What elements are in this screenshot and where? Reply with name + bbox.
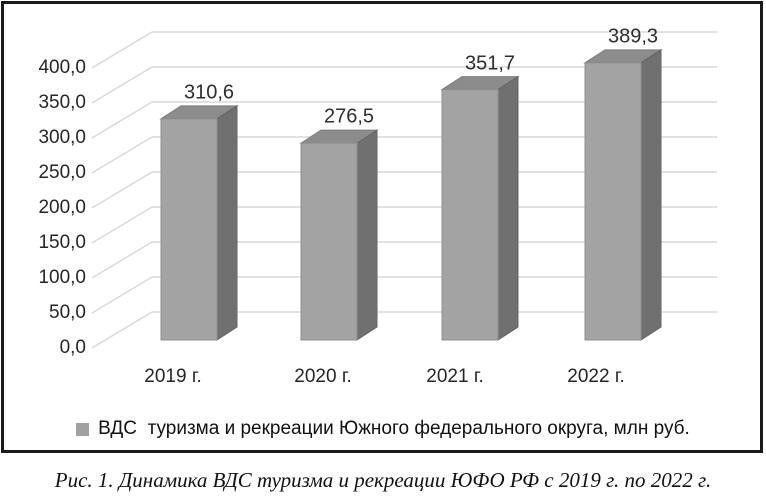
y-axis-label: 300,0 [38, 127, 86, 148]
bar-2019 г.-front-face [160, 118, 218, 341]
legend-marker-swatch [76, 422, 90, 436]
bar-2020 г.-front-face [300, 142, 358, 341]
gridline-diagonal [91, 31, 153, 69]
bar-2021 г.-front-face [441, 89, 499, 341]
gridline-diagonal [91, 276, 153, 314]
x-axis-label: 2021 г. [426, 366, 484, 387]
bar-2019 г.-side-face [216, 104, 238, 341]
y-axis-label: 50,0 [49, 302, 86, 323]
y-axis-label: 400,0 [38, 57, 86, 78]
gridline-diagonal [91, 136, 153, 174]
value-label: 310,6 [183, 81, 235, 104]
y-axis-label: 350,0 [38, 92, 86, 113]
gridline-diagonal [91, 171, 153, 209]
bar-2021 г.-side-face [497, 75, 519, 341]
x-axis-label: 2020 г. [294, 366, 352, 387]
value-label: 389,3 [607, 25, 659, 48]
gridline-diagonal [91, 206, 153, 244]
value-label: 276,5 [323, 105, 375, 128]
legend-series-label: ВДС туризма и рекреации Южного федеральн… [98, 418, 690, 439]
gridline-diagonal [91, 241, 153, 279]
y-axis-label: 200,0 [38, 197, 86, 218]
x-axis-label: 2019 г. [144, 366, 202, 387]
y-axis-label: 250,0 [38, 162, 86, 183]
figure-caption: Рис. 1. Динамика ВДС туризма и рекреации… [54, 468, 712, 492]
x-axis-label: 2022 г. [567, 366, 625, 387]
gridline-diagonal [91, 311, 153, 349]
y-axis-label: 100,0 [38, 267, 86, 288]
y-axis-label: 150,0 [38, 232, 86, 253]
bar-2022 г.-front-face [584, 62, 642, 341]
gridline-diagonal [91, 66, 153, 104]
gridline-diagonal [91, 101, 153, 139]
y-axis-label: 0,0 [59, 337, 86, 358]
value-label: 351,7 [464, 52, 516, 75]
bar-2022 г.-side-face [640, 48, 662, 341]
bar-2020 г.-side-face [356, 129, 378, 341]
chart-legend: ВДС туризма и рекреации Южного федеральн… [4, 418, 762, 440]
